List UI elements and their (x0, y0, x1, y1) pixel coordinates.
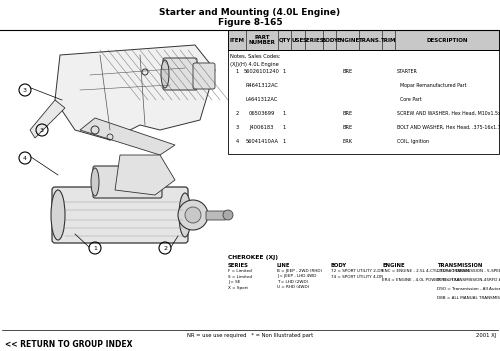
FancyBboxPatch shape (93, 166, 162, 198)
Polygon shape (80, 118, 175, 155)
Text: USE: USE (292, 38, 304, 42)
Text: TRIM: TRIM (380, 38, 396, 42)
Polygon shape (30, 100, 65, 138)
Bar (228, 30, 499, 50)
FancyBboxPatch shape (163, 58, 197, 90)
Text: 4: 4 (23, 155, 27, 160)
Text: 4: 4 (236, 139, 238, 144)
Text: R4641312AC: R4641312AC (246, 83, 278, 88)
Text: 06503699: 06503699 (248, 111, 275, 116)
Text: SERIES: SERIES (303, 38, 324, 42)
Bar (228, 30, 499, 50)
Text: D9O = Transmission - All Automatic: D9O = Transmission - All Automatic (436, 287, 500, 291)
Text: 56041410AA: 56041410AA (246, 139, 278, 144)
Text: BODY: BODY (331, 263, 347, 268)
Text: CHEROKEE (XJ): CHEROKEE (XJ) (228, 255, 278, 260)
Text: TRANSMISSION: TRANSMISSION (436, 263, 482, 268)
Text: Core Part: Core Part (397, 97, 422, 102)
Text: SCREW AND WASHER, Hex Head, M10x1.5x28: SCREW AND WASHER, Hex Head, M10x1.5x28 (397, 111, 500, 116)
Text: 2: 2 (236, 111, 238, 116)
FancyBboxPatch shape (193, 63, 215, 89)
Text: 3: 3 (40, 127, 44, 132)
Text: 1: 1 (236, 69, 238, 74)
Text: COIL, Ignition: COIL, Ignition (397, 139, 429, 144)
Ellipse shape (91, 168, 99, 196)
Text: D8O = TRANSMISSION - 5-SPEED HD MANUAL: D8O = TRANSMISSION - 5-SPEED HD MANUAL (436, 269, 500, 273)
Circle shape (178, 200, 208, 230)
Text: 1: 1 (283, 69, 286, 74)
Text: 72 = SPORT UTILITY 2-DR: 72 = SPORT UTILITY 2-DR (331, 269, 384, 273)
Text: D9S = TRANSMISSION-45RFD AUTOMATOR MARINER: D9S = TRANSMISSION-45RFD AUTOMATOR MARIN… (436, 278, 500, 282)
Text: D8B = ALL MANUAL TRANSMISSIONS: D8B = ALL MANUAL TRANSMISSIONS (436, 296, 500, 300)
Text: 3: 3 (23, 87, 27, 93)
Text: BOLT AND WASHER, Hex Head, .375-16x1.75: BOLT AND WASHER, Hex Head, .375-16x1.75 (397, 125, 500, 130)
Text: BRE: BRE (342, 111, 353, 116)
Text: ITEM: ITEM (230, 38, 244, 42)
Text: BODY: BODY (321, 38, 338, 42)
Text: ENC = ENGINE - 2.5L 4-CYL, TURBO DIESEL: ENC = ENGINE - 2.5L 4-CYL, TURBO DIESEL (382, 269, 470, 273)
Text: F = Limited: F = Limited (228, 269, 252, 273)
Text: Notes, Sales Codes:: Notes, Sales Codes: (230, 54, 280, 59)
Text: 2001 XJ: 2001 XJ (476, 333, 496, 338)
FancyBboxPatch shape (52, 187, 188, 243)
Text: (XJ)(H) 4.0L Engine: (XJ)(H) 4.0L Engine (230, 62, 279, 67)
Text: T = LHD (2WD): T = LHD (2WD) (277, 280, 308, 284)
Text: X = Sport: X = Sport (228, 285, 248, 290)
Text: 56026101240: 56026101240 (244, 69, 280, 74)
Text: << RETURN TO GROUP INDEX: << RETURN TO GROUP INDEX (5, 340, 132, 349)
Bar (228, 50, 499, 154)
Text: ENGINE: ENGINE (382, 263, 405, 268)
Text: 1: 1 (283, 111, 286, 116)
Polygon shape (55, 45, 215, 140)
Circle shape (223, 210, 233, 220)
Text: ENGINE: ENGINE (336, 38, 359, 42)
Text: ERK: ERK (342, 139, 353, 144)
Circle shape (185, 207, 201, 223)
Text: BRE: BRE (342, 69, 353, 74)
Text: Figure 8-165: Figure 8-165 (218, 18, 282, 27)
Text: TRANS.: TRANS. (359, 38, 382, 42)
Ellipse shape (51, 190, 65, 240)
Text: Mopar Remanufactured Part: Mopar Remanufactured Part (397, 83, 466, 88)
Text: BRE: BRE (342, 125, 353, 130)
FancyBboxPatch shape (206, 211, 226, 220)
Text: 1: 1 (93, 245, 97, 251)
Text: L4641312AC: L4641312AC (246, 97, 278, 102)
Text: J = JEEP - LHD 4WD: J = JEEP - LHD 4WD (277, 274, 316, 278)
Text: U = RHD (4WD): U = RHD (4WD) (277, 285, 309, 290)
Text: B = JEEP - 2WD (RHD): B = JEEP - 2WD (RHD) (277, 269, 322, 273)
Text: PART
NUMBER: PART NUMBER (248, 35, 276, 45)
Text: DESCRIPTION: DESCRIPTION (426, 38, 468, 42)
Text: SERIES: SERIES (228, 263, 249, 268)
Text: Starter and Mounting (4.0L Engine): Starter and Mounting (4.0L Engine) (160, 8, 340, 17)
Text: 74 = SPORT UTILITY 4-DR: 74 = SPORT UTILITY 4-DR (331, 274, 383, 278)
Text: S = Limited: S = Limited (228, 274, 252, 278)
Polygon shape (115, 155, 175, 195)
Text: NR = use use required   * = Non Illustrated part: NR = use use required * = Non Illustrate… (187, 333, 313, 338)
Text: LINE: LINE (277, 263, 290, 268)
Ellipse shape (161, 60, 169, 88)
Text: J = SE: J = SE (228, 280, 240, 284)
Text: STARTER: STARTER (397, 69, 418, 74)
Text: QTY: QTY (278, 38, 290, 42)
Text: 1: 1 (283, 139, 286, 144)
Text: ER4 = ENGINE - 4.0L POWER TECH-I-6: ER4 = ENGINE - 4.0L POWER TECH-I-6 (382, 278, 460, 282)
Text: 3: 3 (236, 125, 238, 130)
Text: 2: 2 (163, 245, 167, 251)
Text: 1: 1 (283, 125, 286, 130)
Ellipse shape (179, 193, 191, 237)
Text: J4006183: J4006183 (250, 125, 274, 130)
